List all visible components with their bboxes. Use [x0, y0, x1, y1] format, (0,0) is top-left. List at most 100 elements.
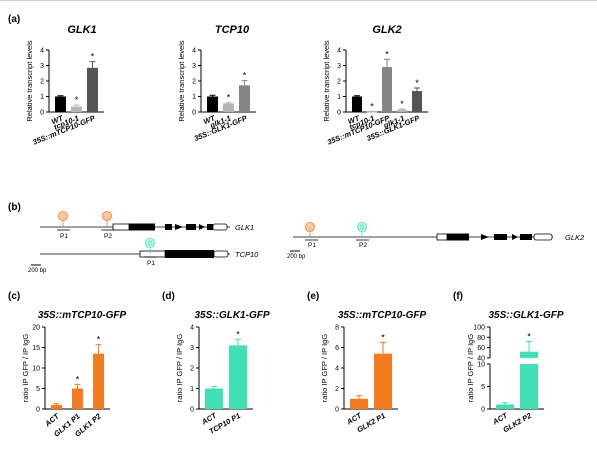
y-tick-label: 4	[335, 366, 339, 373]
chart-title: 35S::GLK1-GFP	[194, 310, 269, 321]
y-tick-label: 0	[40, 110, 44, 117]
significance-star: *	[76, 374, 80, 384]
bar	[207, 96, 218, 112]
panel-label-c: (c)	[8, 291, 20, 302]
chart-title: GLK2	[372, 24, 401, 36]
y-tick-label: 80	[477, 335, 485, 342]
chart-title: 35S::mTCP10-GFP	[338, 310, 427, 321]
y-tick-label: 3	[192, 63, 196, 70]
significance-star: *	[75, 95, 79, 105]
tcp10-binding-site-icon	[305, 222, 315, 232]
glk1-exon	[175, 224, 183, 230]
scale-bar-label: 200 bp	[287, 254, 306, 260]
glk2-exon	[494, 234, 507, 240]
y-tick-label: 2	[335, 386, 339, 393]
bar	[87, 67, 98, 112]
bar	[55, 96, 66, 112]
glk2-utr5	[436, 233, 448, 241]
y-tick-label: 4	[192, 48, 196, 55]
y-tick-label: 40	[477, 355, 485, 362]
bar	[412, 91, 422, 112]
bar	[205, 388, 223, 409]
chart-title: 35S::mTCP10-GFP	[38, 310, 127, 321]
glk2-exon	[447, 233, 469, 241]
y-tick-label: 2	[190, 366, 194, 373]
y-tick-label: 8	[335, 325, 339, 332]
primer-label: P2	[359, 242, 367, 249]
significance-star: *	[97, 335, 101, 345]
y-tick-label: 1	[337, 94, 341, 101]
gene-label-tcp10: TCP10	[235, 250, 259, 259]
glk2-utr3	[533, 233, 553, 241]
gene-diagrams: GLK1 P1 P2 TCP10 P1 200 bp GLK2	[28, 211, 585, 274]
y-tick-label: 15	[32, 345, 40, 352]
y-tick-label: 0	[337, 110, 341, 117]
chart-title: TCP10	[215, 24, 250, 36]
significance-star: *	[91, 52, 95, 62]
y-axis-label: Relative transcript levels	[177, 40, 186, 122]
significance-star: *	[370, 101, 374, 111]
scale-bar-label: 200 bp	[28, 268, 47, 274]
bar	[382, 67, 392, 112]
bar	[350, 398, 368, 409]
glk-binding-site-icon	[357, 222, 367, 232]
panel-label-b: (b)	[8, 202, 21, 213]
tcp10-utr3	[213, 250, 229, 258]
glk2-exon	[512, 234, 518, 240]
tcp10-exon	[165, 250, 214, 258]
y-tick-label: 0	[335, 407, 339, 414]
chart-title: 35S::GLK1-GFP	[488, 310, 563, 321]
gene-label-glk2: GLK2	[565, 233, 585, 242]
panel-label-d: (d)	[162, 291, 175, 302]
significance-star: *	[385, 49, 389, 59]
significance-star: *	[236, 329, 240, 339]
bar	[352, 96, 362, 112]
tcp10-binding-site-icon	[102, 211, 112, 221]
bar	[51, 404, 62, 409]
bar	[367, 111, 377, 113]
y-tick-label: 60	[477, 345, 485, 352]
y-tick-label: 0	[190, 407, 194, 414]
y-axis-label: ratio IP GFP / IP IgG	[175, 334, 184, 403]
y-axis-label: ratio IP GFP / IP IgG	[466, 334, 475, 403]
glk1-exon	[165, 224, 172, 230]
bar	[374, 353, 392, 409]
bar	[72, 388, 83, 409]
gene-label-glk1: GLK1	[235, 223, 254, 232]
y-tick-label: 6	[335, 345, 339, 352]
y-tick-label: 5	[481, 384, 485, 391]
primer-label: P1	[60, 233, 68, 240]
glk1-utr5	[112, 223, 130, 231]
y-tick-label: 1	[192, 94, 196, 101]
bar	[496, 404, 514, 409]
significance-star: *	[227, 93, 231, 103]
y-axis-label: Relative transcript levels	[25, 40, 34, 122]
primer-label: P1	[308, 242, 316, 249]
tcp10-binding-site-icon	[58, 211, 68, 221]
glk2-exon	[481, 234, 489, 240]
bar	[223, 103, 234, 112]
y-axis-label: ratio IP GFP / IP IgG	[320, 334, 329, 403]
y-tick-label: 1	[190, 386, 194, 393]
y-tick-label: 0	[36, 407, 40, 414]
glk1-utr3	[212, 223, 228, 231]
y-tick-label: 3	[190, 345, 194, 352]
y-axis-label: ratio IP GFP / IP IgG	[21, 334, 30, 403]
glk1-exon	[207, 224, 213, 230]
panel-label-e: (e)	[307, 291, 319, 302]
glk-binding-site-icon	[145, 238, 155, 248]
y-tick-label: 20	[32, 325, 40, 332]
glk2-exon	[520, 234, 532, 240]
panel-label-f: (f)	[453, 291, 463, 302]
y-tick-label: 3	[40, 63, 44, 70]
glk1-exon	[199, 224, 205, 230]
significance-star: *	[527, 331, 531, 341]
y-tick-label: 4	[190, 325, 194, 332]
